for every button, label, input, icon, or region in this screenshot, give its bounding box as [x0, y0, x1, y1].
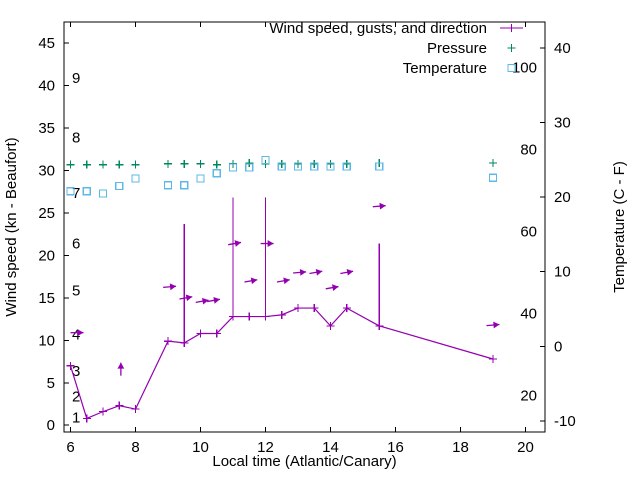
y-axis-right-ticks: -10 0 10 20 30 40: [540, 40, 576, 430]
wind-direction-arrow-head: [315, 268, 323, 276]
temperature-point: [163, 181, 173, 190]
y-left-tick-label: 0: [47, 417, 55, 434]
temperature-point: [326, 162, 335, 171]
beaufort-scale-labels: 1 2 3 4 5 6 7 8 9: [72, 70, 80, 427]
y-right-tick-label: -10: [554, 413, 576, 430]
y-left-tick-label: 35: [38, 120, 55, 137]
legend-label-0: Wind speed, gusts, and direction: [269, 20, 487, 37]
beaufort-label: 4: [72, 327, 80, 344]
y-axis-right-title: Temperature (C - F): [611, 161, 628, 293]
temperature-point: [342, 162, 351, 171]
wind-direction-arrow-head: [299, 268, 307, 276]
axis-titles: Local time (Atlantic/Canary) Wind speed (…: [3, 137, 628, 470]
y-left-tick-label: 5: [47, 375, 55, 392]
wind-direction-arrow-head: [202, 297, 209, 305]
beaufort-label: 6: [72, 236, 80, 253]
temperature-point: [245, 163, 254, 172]
gust-bars: [183, 197, 380, 343]
legend: Wind speed, gusts, and direction Pressure…: [269, 20, 523, 77]
temperature-point: [277, 162, 286, 171]
wind-direction-arrow-head: [379, 202, 386, 210]
wind-direction-arrow-head: [332, 284, 339, 291]
temperature-point: [261, 155, 270, 165]
temperature-point: [66, 187, 75, 196]
y-left-tick-label: 40: [38, 78, 55, 95]
plot-border: [63, 21, 546, 433]
wind-direction-arrow-head: [213, 296, 220, 304]
wind-direction-arrow-head: [169, 283, 177, 291]
y-left-tick-label: 10: [38, 332, 55, 349]
beaufort-label: 9: [72, 70, 80, 87]
fahrenheit-scale-labels: 20 40 60 80 100: [512, 60, 537, 405]
x-tick-label: 14: [322, 439, 339, 456]
y-right-tick-label: 20: [554, 189, 571, 206]
y-left-tick-label: 20: [38, 247, 55, 264]
temperature-point: [131, 174, 140, 183]
temperature-point: [82, 187, 91, 196]
x-axis-title: Local time (Atlantic/Canary): [212, 453, 396, 470]
fahrenheit-label: 80: [520, 142, 537, 159]
temperature-point: [98, 189, 108, 198]
temperature-point: [310, 162, 319, 171]
temperature-point: [196, 174, 205, 183]
wind-direction-arrow-head: [77, 329, 84, 337]
beaufort-label: 8: [72, 130, 80, 147]
y-left-tick-label: 25: [38, 205, 55, 222]
x-tick-label: 8: [131, 439, 139, 456]
x-tick-label: 6: [66, 439, 74, 456]
temperature-point: [488, 173, 498, 182]
temperature-point: [228, 163, 238, 172]
y-left-tick-label: 45: [38, 35, 55, 52]
pressure-series: [66, 158, 497, 169]
fahrenheit-label: 100: [512, 60, 537, 77]
temperature-point: [293, 162, 303, 171]
y-left-tick-label: 15: [38, 290, 55, 307]
y-right-tick-label: 40: [554, 40, 571, 57]
y-right-tick-label: 30: [554, 115, 571, 132]
wind-direction-arrow-head: [234, 240, 242, 247]
x-tick-label: 18: [452, 439, 469, 456]
wind-direction-arrows: [70, 202, 500, 376]
fahrenheit-label: 40: [520, 306, 537, 323]
temperature-point: [375, 162, 384, 171]
wind-direction-arrow-head: [493, 321, 500, 329]
legend-marker-temperature: [507, 63, 516, 73]
wind-speed-series: [66, 304, 497, 423]
y-right-tick-label: 10: [554, 264, 571, 281]
beaufort-label: 5: [72, 282, 80, 299]
x-tick-label: 10: [192, 439, 209, 456]
wind-direction-arrow-head: [346, 268, 354, 276]
beaufort-label: 1: [72, 410, 80, 427]
beaufort-label: 3: [72, 363, 80, 380]
fahrenheit-label: 20: [520, 388, 537, 405]
fahrenheit-label: 60: [520, 224, 537, 241]
y-axis-left-title: Wind speed (kn - Beaufort): [3, 137, 20, 316]
temperature-series: [66, 155, 498, 198]
wind-direction-arrow-head: [267, 240, 274, 247]
beaufort-label: 7: [72, 185, 80, 202]
x-tick-label: 16: [387, 439, 404, 456]
temperature-point: [115, 181, 124, 191]
x-tick-label: 12: [257, 439, 274, 456]
x-tick-label: 20: [517, 439, 534, 456]
wind-speed-line: [69, 307, 494, 420]
legend-label-1: Pressure: [427, 40, 487, 57]
temperature-point: [212, 169, 221, 178]
wind-direction-arrow-head: [185, 294, 193, 302]
legend-label-2: Temperature: [403, 60, 487, 77]
y-axis-left-ticks: 0 5 10 15 20 25 30 35 40 45: [38, 35, 69, 434]
y-left-tick-label: 30: [38, 163, 55, 180]
wind-direction-arrow-head: [283, 277, 290, 285]
beaufort-label: 2: [72, 388, 80, 405]
temperature-point: [180, 181, 189, 190]
plot-frame: [63, 21, 546, 433]
y-right-tick-label: 0: [554, 338, 562, 355]
wind-direction-arrow-head: [117, 362, 125, 369]
x-axis-ticks: 6 8 10 12 14 16 18 20: [66, 22, 534, 456]
wind-direction-arrow-head: [250, 277, 258, 285]
